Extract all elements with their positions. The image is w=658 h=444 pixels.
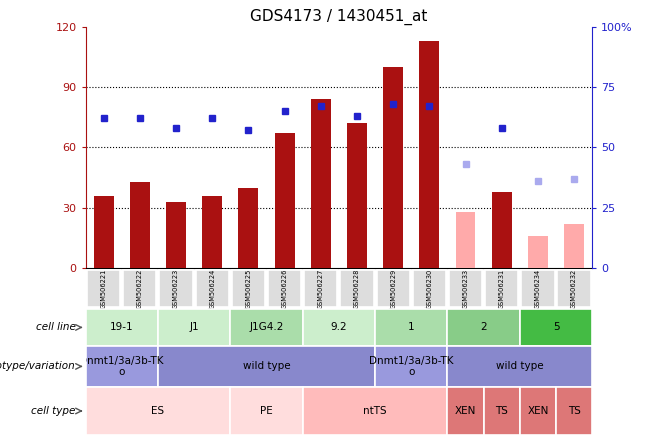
Text: GSM506227: GSM506227 (318, 268, 324, 309)
Bar (376, 270, 410, 307)
Text: 9.2: 9.2 (330, 322, 347, 333)
Bar (87, 270, 120, 307)
Bar (485, 270, 519, 307)
Bar (86, 387, 230, 435)
Bar (375, 346, 447, 387)
Bar (130, 182, 150, 268)
Bar (492, 191, 512, 268)
Bar (556, 387, 592, 435)
Bar (230, 387, 303, 435)
Text: 1: 1 (408, 322, 415, 333)
Text: GSM506233: GSM506233 (463, 268, 468, 309)
Bar (484, 387, 520, 435)
Text: Dnmt1/3a/3b-TK
o: Dnmt1/3a/3b-TK o (369, 356, 453, 377)
Text: genotype/variation: genotype/variation (0, 361, 76, 372)
Bar (557, 270, 591, 307)
Bar (232, 270, 265, 307)
Bar (419, 41, 440, 268)
Bar (159, 270, 193, 307)
Bar (86, 309, 158, 346)
Text: GSM506225: GSM506225 (245, 268, 251, 309)
Text: GSM506228: GSM506228 (354, 268, 360, 309)
Text: TS: TS (568, 406, 580, 416)
Text: GSM506229: GSM506229 (390, 268, 396, 309)
Text: Dnmt1/3a/3b-TK
o: Dnmt1/3a/3b-TK o (80, 356, 164, 377)
Bar (86, 346, 158, 387)
Bar (230, 309, 303, 346)
Bar (158, 346, 375, 387)
Text: PE: PE (260, 406, 273, 416)
Bar (447, 387, 484, 435)
Bar (93, 196, 114, 268)
Text: cell line: cell line (36, 322, 76, 333)
Text: GSM506221: GSM506221 (101, 268, 107, 309)
Bar (528, 236, 548, 268)
Text: 2: 2 (480, 322, 487, 333)
Text: GSM506232: GSM506232 (571, 268, 577, 309)
Bar (202, 196, 222, 268)
Bar (303, 309, 375, 346)
Bar (195, 270, 229, 307)
Bar (166, 202, 186, 268)
Bar (520, 387, 556, 435)
Bar (447, 346, 592, 387)
Text: GSM506230: GSM506230 (426, 268, 432, 309)
Bar (238, 187, 259, 268)
Title: GDS4173 / 1430451_at: GDS4173 / 1430451_at (250, 9, 428, 25)
Bar (521, 270, 555, 307)
Bar (375, 309, 447, 346)
Text: XEN: XEN (455, 406, 476, 416)
Text: GSM506224: GSM506224 (209, 268, 215, 309)
Bar (449, 270, 482, 307)
Text: XEN: XEN (527, 406, 549, 416)
Text: GSM506234: GSM506234 (535, 268, 541, 309)
Text: GSM506231: GSM506231 (499, 268, 505, 309)
Bar (564, 224, 584, 268)
Bar (274, 133, 295, 268)
Text: wild type: wild type (496, 361, 544, 372)
Bar (455, 212, 476, 268)
Bar (413, 270, 446, 307)
Bar (520, 309, 592, 346)
Text: ntTS: ntTS (363, 406, 387, 416)
Text: ES: ES (151, 406, 164, 416)
Text: J1G4.2: J1G4.2 (249, 322, 284, 333)
Text: GSM506226: GSM506226 (282, 268, 288, 309)
Text: 5: 5 (553, 322, 559, 333)
Bar (268, 270, 301, 307)
Bar (447, 309, 520, 346)
Bar (311, 99, 331, 268)
Text: 19-1: 19-1 (110, 322, 134, 333)
Bar (340, 270, 374, 307)
Bar (304, 270, 338, 307)
Bar (347, 123, 367, 268)
Text: wild type: wild type (243, 361, 290, 372)
Text: GSM506223: GSM506223 (173, 268, 179, 309)
Bar (383, 67, 403, 268)
Text: GSM506222: GSM506222 (137, 268, 143, 309)
Bar (303, 387, 447, 435)
Text: J1: J1 (190, 322, 199, 333)
Text: TS: TS (495, 406, 508, 416)
Bar (158, 309, 230, 346)
Text: cell type: cell type (31, 406, 76, 416)
Bar (123, 270, 157, 307)
